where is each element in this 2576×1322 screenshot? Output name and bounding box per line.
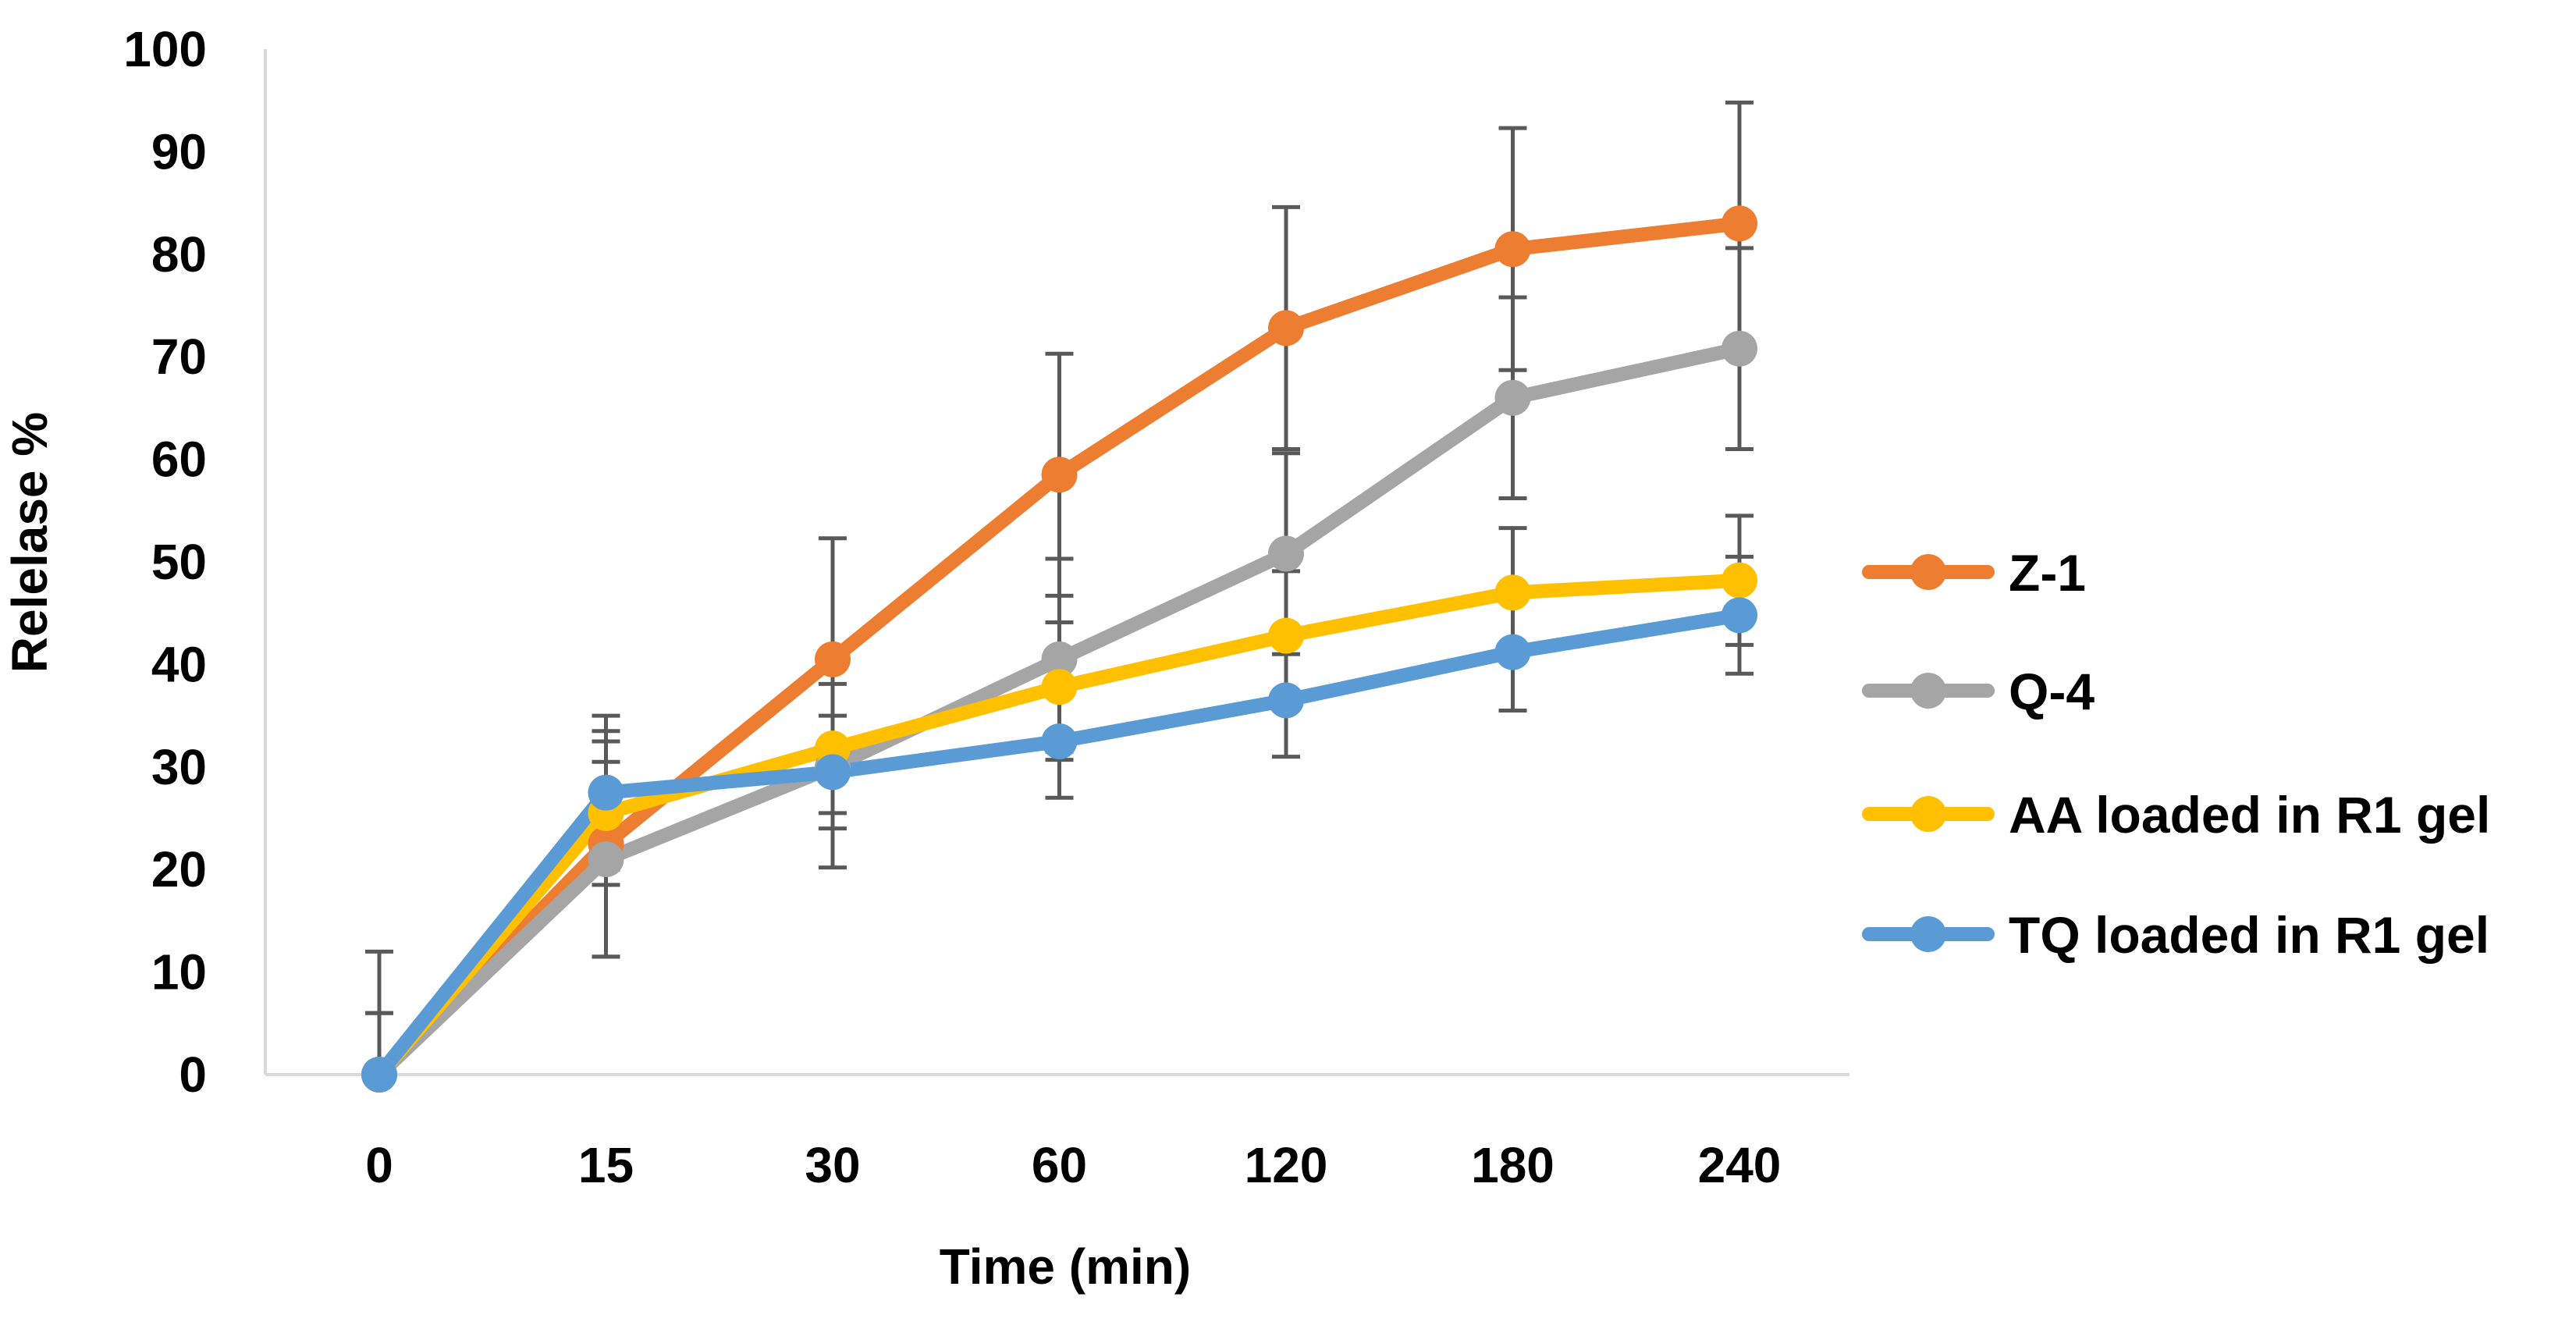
- data-point: [1041, 669, 1078, 705]
- legend-swatch-marker: [1910, 916, 1946, 952]
- data-point: [1494, 634, 1531, 670]
- y-tick-label: 90: [151, 123, 207, 179]
- data-point: [1494, 379, 1531, 416]
- y-axis-title: Relelase %: [2, 412, 58, 673]
- legend-item: AA loaded in R1 gel: [1862, 786, 2490, 844]
- data-point: [1041, 641, 1078, 677]
- legend-label: AA loaded in R1 gel: [2009, 786, 2490, 844]
- y-tick-label: 30: [151, 739, 207, 795]
- x-tick-label: 30: [805, 1137, 860, 1193]
- data-point: [1721, 330, 1757, 367]
- legend-label: Z-1: [2009, 544, 2086, 602]
- legend-swatch-marker: [1910, 554, 1946, 590]
- legend-item: TQ loaded in R1 gel: [1862, 906, 2489, 964]
- data-point: [1268, 310, 1304, 346]
- data-point: [1494, 231, 1531, 268]
- series-markers: [361, 205, 1757, 1093]
- data-point: [1721, 597, 1757, 634]
- data-point: [588, 841, 624, 878]
- legend-swatch-marker: [1910, 796, 1946, 832]
- data-point: [815, 754, 851, 791]
- legend-swatch-marker: [1910, 673, 1946, 709]
- legend: Z-1 Q-4 AA loaded in R1 gel TQ loaded in R1…: [1862, 544, 2490, 964]
- legend-label: TQ loaded in R1 gel: [2009, 906, 2489, 964]
- data-point: [815, 641, 851, 677]
- tick-labels: 0 10 20 30 40 50 60 70 80 90 100 0 15 30 60 120 180 240: [123, 21, 1781, 1193]
- x-tick-label: 240: [1698, 1137, 1782, 1193]
- axes: [264, 49, 1849, 1076]
- data-point: [1721, 562, 1757, 599]
- y-tick-label: 20: [151, 841, 207, 897]
- legend-label: Q-4: [2009, 663, 2095, 720]
- x-tick-label: 120: [1245, 1137, 1328, 1193]
- data-point: [1041, 723, 1078, 759]
- y-tick-label: 10: [151, 944, 207, 1000]
- y-tick-label: 50: [151, 534, 207, 590]
- data-point: [361, 1057, 397, 1093]
- legend-item: Q-4: [1862, 663, 2095, 720]
- data-point: [1268, 682, 1304, 719]
- x-tick-label: 0: [365, 1137, 393, 1193]
- data-point: [588, 774, 624, 811]
- x-tick-label: 15: [578, 1137, 634, 1193]
- y-tick-label: 70: [151, 329, 207, 385]
- y-tick-label: 80: [151, 226, 207, 283]
- x-axis-title: Time (min): [940, 1238, 1191, 1295]
- data-point: [1721, 205, 1757, 242]
- data-point: [1268, 535, 1304, 572]
- y-tick-label: 100: [123, 21, 207, 77]
- data-point: [1494, 574, 1531, 611]
- data-point: [1268, 617, 1304, 654]
- y-tick-label: 0: [179, 1047, 207, 1103]
- data-point: [1041, 457, 1078, 493]
- x-tick-label: 60: [1032, 1137, 1087, 1193]
- x-tick-label: 180: [1471, 1137, 1554, 1193]
- y-tick-label: 60: [151, 432, 207, 488]
- legend-item: Z-1: [1862, 544, 2086, 602]
- y-tick-label: 40: [151, 636, 207, 692]
